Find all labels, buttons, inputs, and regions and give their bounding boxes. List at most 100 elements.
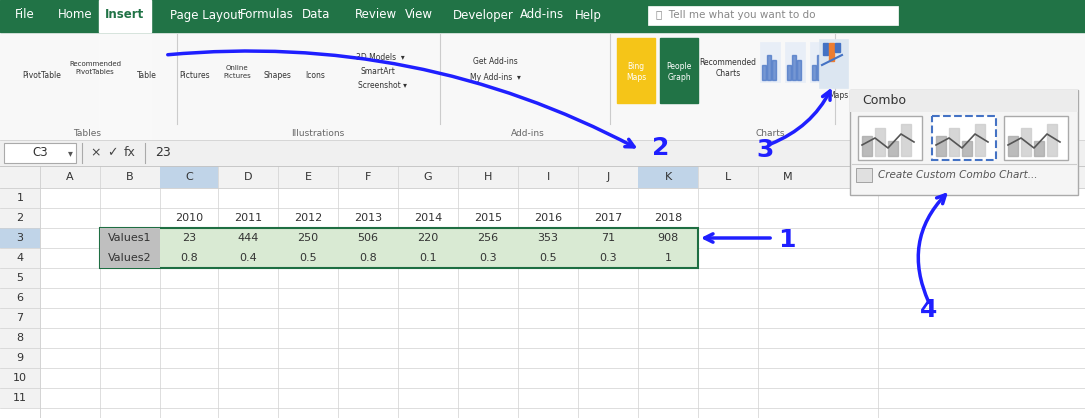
Text: Get Add-ins: Get Add-ins (473, 58, 518, 66)
Bar (0, 166, 40, 188)
Text: 5: 5 (16, 273, 24, 283)
Bar (850, 90, 1078, 112)
Text: 11: 11 (13, 393, 27, 403)
Bar (810, 42, 830, 82)
Text: C3: C3 (33, 146, 48, 160)
Text: Create Custom Combo Chart...: Create Custom Combo Chart... (878, 170, 1037, 180)
Bar (0, 30, 1085, 140)
Text: Add-ins: Add-ins (511, 128, 545, 138)
Bar (786, 42, 805, 82)
Bar (1008, 136, 1018, 156)
Bar (820, 40, 848, 88)
Bar (100, 248, 159, 268)
Bar (888, 141, 898, 156)
Bar (0, 328, 40, 348)
Text: 256: 256 (477, 233, 499, 243)
Text: 3D Models  ▾: 3D Models ▾ (356, 54, 405, 63)
Text: B: B (126, 172, 133, 182)
Bar (99, 0, 151, 32)
Bar (962, 141, 972, 156)
Bar (824, 43, 828, 55)
Bar (932, 116, 996, 160)
Text: 220: 220 (418, 233, 438, 243)
Text: 2017: 2017 (593, 213, 622, 223)
Bar (638, 166, 698, 188)
Bar (1047, 124, 1057, 156)
Bar (901, 124, 911, 156)
Bar (949, 128, 959, 156)
Bar (856, 168, 872, 182)
Text: Maps: Maps (828, 91, 848, 99)
Text: 2013: 2013 (354, 213, 382, 223)
Bar (936, 136, 946, 156)
Bar (1004, 116, 1068, 160)
Bar (760, 42, 780, 82)
Text: 9: 9 (16, 353, 24, 363)
Text: 0.4: 0.4 (239, 253, 257, 263)
Bar (0, 288, 40, 308)
Text: 444: 444 (238, 233, 258, 243)
Text: 0.3: 0.3 (480, 253, 497, 263)
Bar (835, 43, 840, 52)
Text: 71: 71 (601, 233, 615, 243)
Text: 4: 4 (920, 298, 937, 322)
Text: J: J (607, 172, 610, 182)
Text: Recommended
PivotTables: Recommended PivotTables (69, 61, 122, 74)
Bar (861, 136, 872, 156)
Text: 0.5: 0.5 (299, 253, 317, 263)
Bar (0, 308, 40, 328)
Text: 250: 250 (297, 233, 319, 243)
Text: Page Layout: Page Layout (170, 8, 242, 21)
Text: Values1: Values1 (108, 233, 152, 243)
Text: 1: 1 (16, 193, 24, 203)
Text: 353: 353 (537, 233, 559, 243)
Text: I: I (547, 172, 550, 182)
Text: Recommended
Charts: Recommended Charts (700, 58, 756, 78)
Bar (817, 55, 821, 80)
Text: 6: 6 (16, 293, 24, 303)
Text: Charts: Charts (755, 128, 784, 138)
Text: PivotChart: PivotChart (850, 91, 890, 99)
Text: Screenshot ▾: Screenshot ▾ (358, 82, 408, 91)
Text: 23: 23 (182, 233, 196, 243)
Bar (773, 60, 776, 80)
Bar (975, 124, 985, 156)
Text: People
Graph: People Graph (666, 62, 692, 82)
Text: ⌕  Tell me what you want to do: ⌕ Tell me what you want to do (656, 10, 816, 20)
Bar (0, 348, 40, 368)
Text: 0.5: 0.5 (539, 253, 557, 263)
Text: File: File (15, 8, 35, 21)
Text: 0.8: 0.8 (180, 253, 197, 263)
Text: 2012: 2012 (294, 213, 322, 223)
Bar (100, 228, 698, 268)
Bar (159, 166, 218, 188)
Text: Review: Review (355, 8, 397, 21)
Text: D: D (244, 172, 252, 182)
Bar (0, 208, 40, 228)
Text: 8: 8 (16, 333, 24, 343)
Text: Illustrations: Illustrations (292, 128, 345, 138)
Text: 1: 1 (778, 228, 795, 252)
Bar (0, 248, 40, 268)
Text: Pictures: Pictures (180, 71, 210, 79)
Text: 0.8: 0.8 (359, 253, 376, 263)
Text: 3D: 3D (895, 91, 905, 99)
Text: Icons: Icons (305, 71, 324, 79)
Bar (0, 188, 40, 208)
Text: Values2: Values2 (108, 253, 152, 263)
Text: ▾: ▾ (67, 148, 73, 158)
Text: 2014: 2014 (413, 213, 442, 223)
Bar (100, 228, 159, 248)
Text: 2010: 2010 (175, 213, 203, 223)
Text: SmartArt: SmartArt (360, 67, 395, 76)
Bar (875, 128, 885, 156)
Text: Formulas: Formulas (240, 8, 294, 21)
Text: 2016: 2016 (534, 213, 562, 223)
Bar (0, 228, 40, 248)
Text: 2018: 2018 (654, 213, 682, 223)
Text: 2011: 2011 (234, 213, 263, 223)
Text: F: F (365, 172, 371, 182)
Text: 506: 506 (357, 233, 379, 243)
Bar (787, 65, 791, 80)
Bar (648, 6, 898, 25)
